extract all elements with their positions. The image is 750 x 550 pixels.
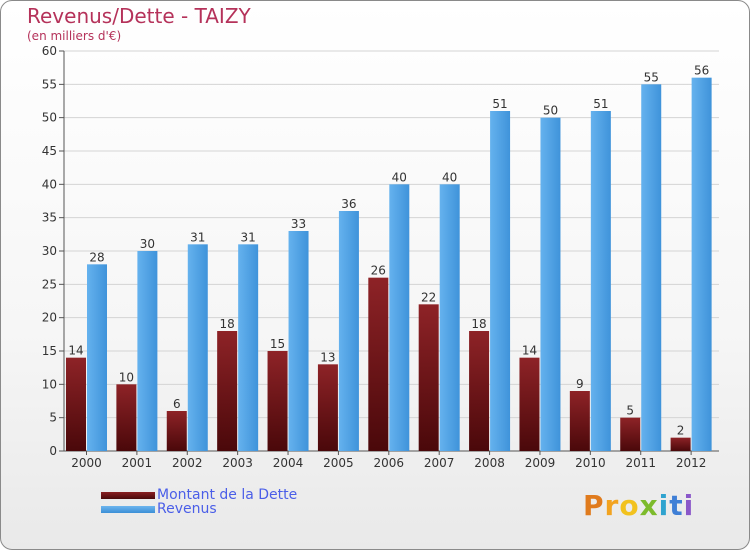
- y-tick-label: 60: [42, 44, 57, 58]
- bar-dette: [569, 391, 590, 451]
- data-label-revenus: 55: [644, 70, 659, 84]
- x-tick-label: 2010: [575, 456, 606, 470]
- data-label-dette: 22: [421, 290, 436, 304]
- bar-dette: [368, 277, 389, 451]
- data-label-revenus: 40: [392, 170, 407, 184]
- data-label-dette: 5: [626, 404, 634, 418]
- data-label-revenus: 51: [593, 97, 608, 111]
- y-tick-label: 30: [42, 244, 57, 258]
- x-tick-label: 2003: [222, 456, 253, 470]
- legend-item-debt: Montant de la Dette: [101, 487, 297, 503]
- bar-revenus: [187, 244, 208, 451]
- bar-revenus: [238, 244, 259, 451]
- data-label-revenus: 51: [492, 97, 507, 111]
- bar-dette: [519, 357, 540, 451]
- data-label-dette: 18: [471, 317, 486, 331]
- bar-revenus: [540, 117, 561, 452]
- bar-dette: [469, 331, 490, 451]
- data-label-dette: 6: [173, 397, 181, 411]
- bar-revenus: [439, 184, 460, 452]
- data-label-revenus: 31: [241, 230, 256, 244]
- x-tick-label: 2004: [273, 456, 304, 470]
- x-tick-label: 2012: [676, 456, 707, 470]
- data-label-dette: 14: [522, 344, 537, 358]
- data-label-revenus: 40: [442, 170, 457, 184]
- bar-revenus: [641, 84, 662, 451]
- y-tick-label: 5: [49, 411, 57, 425]
- data-label-revenus: 33: [291, 217, 306, 231]
- bar-revenus: [490, 111, 511, 451]
- x-tick-label: 2000: [71, 456, 102, 470]
- data-label-dette: 18: [220, 317, 235, 331]
- bar-dette: [66, 357, 86, 451]
- bar-revenus: [338, 211, 359, 451]
- y-tick-label: 50: [42, 111, 57, 125]
- data-label-dette: 15: [270, 337, 285, 351]
- data-label-revenus: 31: [190, 230, 205, 244]
- x-tick-label: 2005: [323, 456, 354, 470]
- legend-label-revenus: Revenus: [157, 501, 217, 517]
- x-tick-label: 2008: [474, 456, 505, 470]
- data-label-dette: 9: [576, 377, 584, 391]
- bar-revenus: [87, 264, 107, 451]
- x-tick-label: 2007: [424, 456, 455, 470]
- y-tick-label: 15: [42, 344, 57, 358]
- x-tick-label: 2006: [374, 456, 405, 470]
- data-label-dette: 10: [119, 370, 134, 384]
- legend-swatch-revenus: [101, 505, 155, 513]
- proxiti-logo: Proxiti: [583, 489, 695, 522]
- bar-revenus: [137, 251, 158, 451]
- bar-dette: [116, 384, 137, 451]
- data-label-dette: 2: [677, 424, 685, 438]
- data-label-revenus: 50: [543, 104, 558, 118]
- y-tick-label: 10: [42, 377, 57, 391]
- bar-dette: [217, 331, 238, 451]
- bar-dette: [166, 411, 187, 451]
- legend-swatch-debt: [101, 491, 155, 499]
- x-tick-label: 2009: [525, 456, 556, 470]
- legend-item-revenus: Revenus: [101, 501, 217, 517]
- chart-subtitle: (en milliers d'€): [27, 29, 122, 43]
- y-tick-label: 20: [42, 311, 57, 325]
- y-tick-label: 45: [42, 144, 57, 158]
- y-tick-label: 35: [42, 211, 57, 225]
- bar-revenus: [691, 77, 712, 452]
- data-label-dette: 14: [68, 344, 83, 358]
- bar-revenus: [590, 111, 611, 451]
- bar-dette: [267, 351, 288, 451]
- y-tick-label: 0: [49, 444, 57, 458]
- bar-dette: [620, 417, 641, 451]
- data-label-dette: 26: [371, 264, 386, 278]
- y-tick-label: 40: [42, 177, 57, 191]
- x-tick-label: 2002: [172, 456, 203, 470]
- bar-revenus: [288, 231, 309, 451]
- x-tick-label: 2011: [625, 456, 656, 470]
- legend-label-debt: Montant de la Dette: [157, 487, 298, 503]
- y-tick-label: 55: [42, 77, 57, 91]
- data-label-revenus: 36: [341, 197, 356, 211]
- x-tick-label: 2001: [122, 456, 153, 470]
- data-label-dette: 13: [320, 350, 335, 364]
- y-tick-label: 25: [42, 277, 57, 291]
- data-label-revenus: 30: [140, 237, 155, 251]
- bar-dette: [670, 437, 691, 451]
- bar-revenus: [389, 184, 410, 452]
- bar-dette: [317, 364, 338, 451]
- data-label-revenus: 28: [89, 250, 104, 264]
- chart-title: Revenus/Dette - TAIZY: [27, 4, 251, 28]
- bar-dette: [418, 304, 439, 451]
- data-label-revenus: 56: [694, 64, 709, 78]
